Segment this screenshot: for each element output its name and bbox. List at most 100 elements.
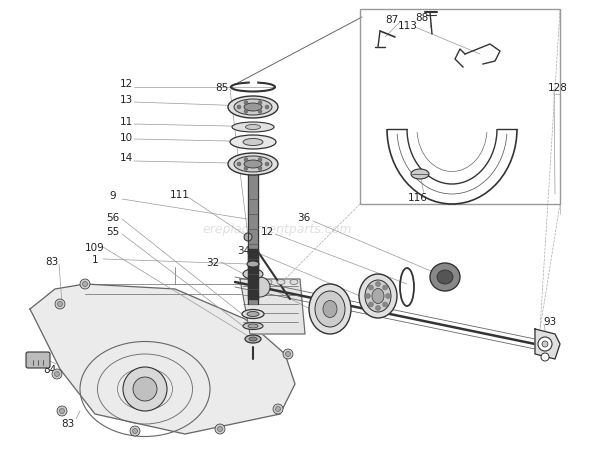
Circle shape [57, 302, 63, 307]
Ellipse shape [247, 262, 259, 268]
Circle shape [244, 234, 252, 241]
Circle shape [258, 101, 262, 106]
Ellipse shape [290, 280, 298, 285]
Ellipse shape [309, 285, 351, 334]
Ellipse shape [243, 139, 263, 146]
Circle shape [237, 162, 241, 167]
Circle shape [80, 280, 90, 289]
Text: 34: 34 [237, 246, 251, 256]
Circle shape [60, 409, 64, 414]
Text: 85: 85 [215, 83, 229, 93]
Text: 36: 36 [297, 213, 310, 223]
Text: 87: 87 [385, 15, 399, 25]
Ellipse shape [245, 335, 261, 343]
Ellipse shape [323, 301, 337, 318]
Circle shape [250, 277, 270, 297]
Polygon shape [248, 249, 258, 299]
Text: 88: 88 [415, 13, 428, 23]
Circle shape [258, 110, 262, 114]
Text: 12: 12 [119, 79, 133, 89]
Circle shape [83, 282, 87, 287]
Circle shape [52, 369, 62, 379]
Text: 84: 84 [44, 364, 57, 374]
Ellipse shape [243, 323, 263, 330]
Bar [360, 10, 560, 205]
Text: 1: 1 [91, 254, 99, 264]
Circle shape [244, 110, 248, 114]
Ellipse shape [359, 274, 397, 318]
Polygon shape [240, 280, 305, 334]
Circle shape [130, 426, 140, 436]
Text: 12: 12 [260, 226, 274, 236]
Circle shape [54, 372, 60, 377]
Text: 10: 10 [119, 133, 133, 143]
Text: 14: 14 [119, 153, 133, 162]
Circle shape [215, 424, 225, 434]
Circle shape [123, 367, 167, 411]
Ellipse shape [232, 123, 274, 133]
Polygon shape [535, 329, 560, 359]
Text: 56: 56 [106, 213, 120, 223]
Circle shape [133, 429, 137, 434]
Ellipse shape [430, 263, 460, 291]
Circle shape [244, 158, 248, 162]
Circle shape [365, 294, 371, 299]
Circle shape [237, 106, 241, 110]
Ellipse shape [234, 100, 272, 116]
Text: 9: 9 [110, 190, 116, 201]
Circle shape [244, 167, 248, 171]
Ellipse shape [245, 125, 261, 130]
Circle shape [258, 158, 262, 162]
Ellipse shape [372, 289, 384, 304]
Ellipse shape [249, 337, 257, 341]
Ellipse shape [277, 280, 285, 285]
Circle shape [265, 106, 269, 110]
Ellipse shape [251, 280, 259, 285]
Circle shape [258, 167, 262, 171]
Circle shape [265, 162, 269, 167]
Polygon shape [30, 285, 295, 434]
Text: ereplacementparts.com: ereplacementparts.com [202, 223, 352, 236]
Circle shape [55, 299, 65, 309]
Ellipse shape [234, 157, 272, 173]
Ellipse shape [411, 170, 429, 179]
Text: 11: 11 [119, 117, 133, 127]
Circle shape [133, 377, 157, 401]
Text: 116: 116 [408, 193, 428, 202]
Circle shape [541, 353, 549, 361]
Text: 111: 111 [170, 190, 190, 200]
Circle shape [368, 285, 373, 291]
Ellipse shape [244, 161, 262, 168]
Circle shape [542, 341, 548, 347]
Text: 83: 83 [45, 257, 58, 266]
Ellipse shape [242, 310, 264, 319]
Ellipse shape [228, 154, 278, 176]
Ellipse shape [248, 325, 258, 328]
Polygon shape [248, 174, 258, 304]
Circle shape [283, 349, 293, 359]
Ellipse shape [315, 291, 345, 327]
Text: 32: 32 [206, 257, 219, 268]
Circle shape [375, 306, 381, 311]
Ellipse shape [243, 269, 263, 280]
Ellipse shape [230, 136, 276, 150]
Text: 55: 55 [106, 226, 120, 236]
Circle shape [368, 302, 373, 308]
Circle shape [375, 282, 381, 287]
Text: 128: 128 [548, 83, 568, 93]
Circle shape [286, 352, 290, 357]
Text: 109: 109 [85, 242, 105, 252]
Text: 83: 83 [61, 418, 74, 428]
Text: 93: 93 [543, 316, 556, 326]
Ellipse shape [244, 104, 262, 112]
Text: 113: 113 [398, 21, 418, 31]
Polygon shape [250, 82, 256, 86]
Ellipse shape [365, 280, 391, 312]
Text: 13: 13 [119, 95, 133, 105]
Circle shape [273, 404, 283, 414]
FancyBboxPatch shape [26, 352, 50, 368]
Circle shape [538, 337, 552, 351]
Circle shape [382, 302, 388, 308]
Ellipse shape [247, 312, 259, 317]
Ellipse shape [437, 270, 453, 285]
